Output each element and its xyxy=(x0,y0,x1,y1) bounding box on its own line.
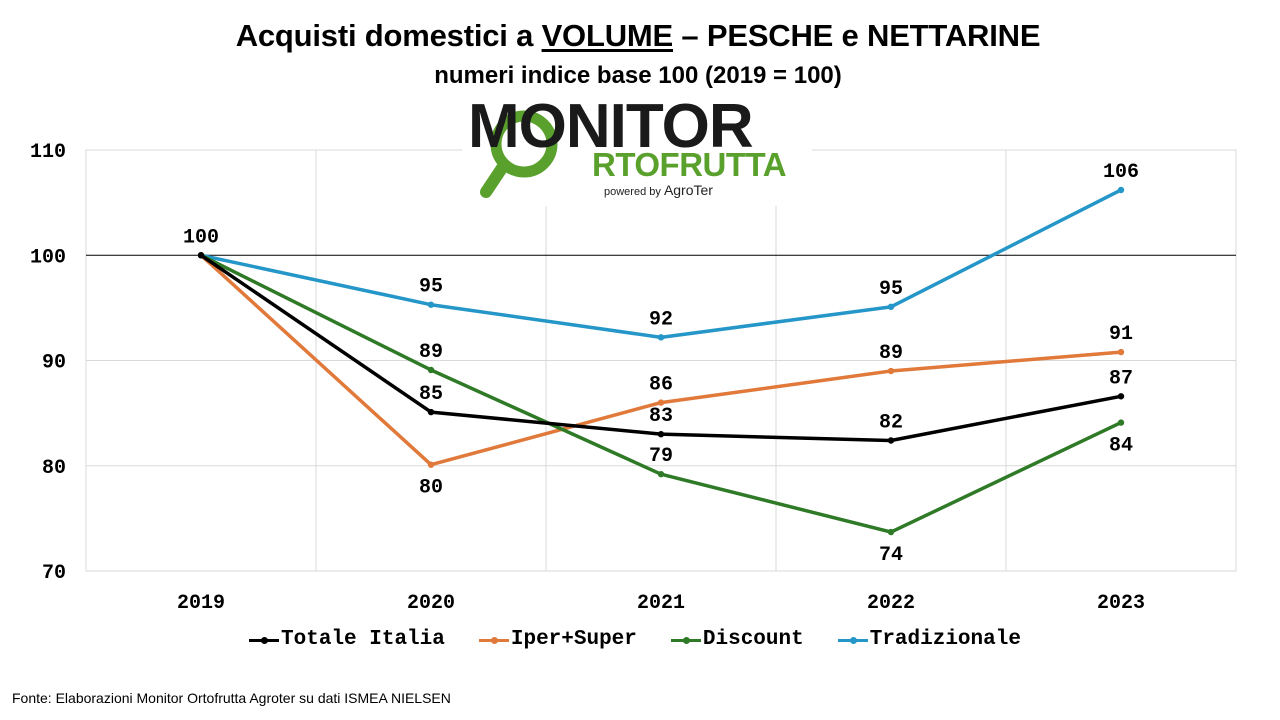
legend-label: Iper+Super xyxy=(510,628,637,651)
data-point xyxy=(427,366,435,374)
y-tick-label: 100 xyxy=(30,246,66,269)
data-point xyxy=(1117,186,1125,194)
data-point xyxy=(197,252,205,259)
logo-powered-by: powered by AgroTer xyxy=(604,182,713,198)
legend-item-discount: Discount xyxy=(670,628,804,651)
data-label: 92 xyxy=(649,308,673,331)
legend-item-totale-italia: Totale Italia xyxy=(249,628,445,651)
data-label: 86 xyxy=(649,374,673,397)
data-point xyxy=(887,437,895,444)
chart-title: Acquisti domestici a VOLUME – PESCHE e N… xyxy=(235,18,1041,53)
y-tick-label: 70 xyxy=(42,562,66,585)
data-label: 95 xyxy=(419,276,443,299)
legend-label: Totale Italia xyxy=(281,628,445,651)
source-note: Fonte: Elaborazioni Monitor Ortofrutta A… xyxy=(12,690,451,706)
y-tick-label: 110 xyxy=(30,141,66,164)
data-point xyxy=(427,408,435,416)
chart-subtitle: numeri indice base 100 (2019 = 100) xyxy=(434,62,842,89)
title-emphasis: VOLUME xyxy=(541,18,674,53)
legend-swatch xyxy=(670,633,701,647)
data-point xyxy=(657,470,665,478)
x-tick-label: 2019 xyxy=(177,592,225,615)
legend-item-tradizionale: Tradizionale xyxy=(837,628,1021,651)
data-point xyxy=(657,334,665,341)
data-label: 89 xyxy=(419,341,443,364)
data-point xyxy=(427,301,435,308)
data-point xyxy=(1117,419,1125,426)
data-point xyxy=(887,367,895,375)
data-label: 91 xyxy=(1109,323,1133,346)
monitor-ortofrutta-logo: MONITOR RTOFRUTTA powered by AgroTer xyxy=(462,96,812,206)
data-point xyxy=(887,303,895,311)
legend-item-iper-super: Iper+Super xyxy=(478,628,637,651)
y-tick-label: 80 xyxy=(42,457,66,480)
data-label: 85 xyxy=(419,383,443,406)
data-point xyxy=(657,399,665,406)
data-label: 84 xyxy=(1109,435,1133,458)
data-label: 106 xyxy=(1103,161,1139,184)
legend-swatch xyxy=(478,633,509,647)
chart-legend: Totale Italia Iper+Super Discount Tradiz… xyxy=(0,628,1270,651)
data-label: 100 xyxy=(183,226,219,249)
data-label: 83 xyxy=(649,405,673,428)
data-label: 87 xyxy=(1109,367,1133,390)
legend-swatch xyxy=(837,633,868,647)
data-point xyxy=(1117,393,1125,400)
data-point xyxy=(1117,348,1125,356)
legend-label: Tradizionale xyxy=(869,628,1021,651)
data-point xyxy=(657,430,665,438)
data-label: 80 xyxy=(419,477,443,500)
data-point xyxy=(887,528,895,536)
legend-swatch xyxy=(249,633,280,647)
legend-label: Discount xyxy=(702,628,804,651)
magnifier-icon xyxy=(480,110,558,198)
x-tick-label: 2020 xyxy=(407,592,455,615)
x-tick-label: 2023 xyxy=(1097,592,1145,615)
data-label: 79 xyxy=(649,445,673,468)
y-tick-label: 90 xyxy=(42,352,66,375)
data-label: 74 xyxy=(879,544,903,567)
x-tick-label: 2021 xyxy=(637,592,685,615)
logo-brand: MONITOR xyxy=(468,92,754,161)
data-label: 82 xyxy=(879,411,903,434)
data-label: 89 xyxy=(879,342,903,365)
data-point xyxy=(427,461,435,468)
data-label: 95 xyxy=(879,278,903,301)
logo-brand-sub: RTOFRUTTA xyxy=(592,146,787,183)
x-tick-label: 2022 xyxy=(867,592,915,615)
